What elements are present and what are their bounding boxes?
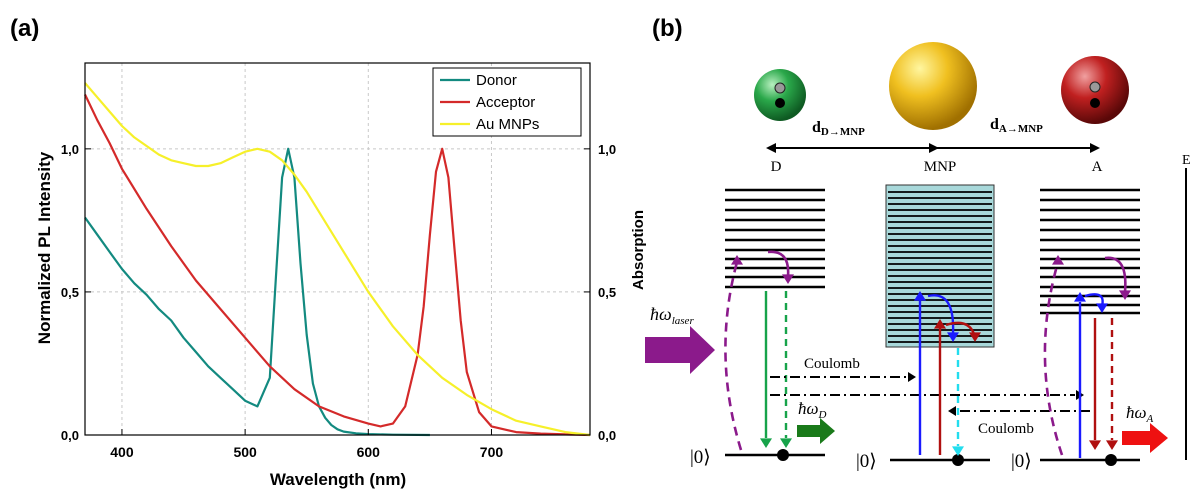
panel-label-b: (b)	[652, 15, 683, 42]
donor-sphere	[754, 69, 806, 121]
acceptor-blue-up-arrowhead	[1074, 292, 1086, 302]
y2-axis-label: Absorption	[630, 210, 647, 290]
laser-label: ħωlaser	[650, 304, 694, 327]
series-line-donor	[84, 147, 430, 437]
x-tick-label-500: 500	[233, 444, 257, 460]
x-tick-label-600: 600	[357, 444, 381, 460]
donor-emission-label: ħωD	[798, 399, 827, 421]
acceptor-sphere-dot-grey	[1089, 81, 1101, 93]
ground-ket-acceptor: |0⟩	[1011, 451, 1032, 472]
chart-ticks: 400 500 600 700 0,0 0,0 0,5 0,5 1,0 1,0	[61, 142, 616, 460]
coulomb-label-top: Coulomb	[804, 356, 860, 372]
donor-emission-arrow	[797, 418, 835, 444]
mnp-blue-relax-arrowhead	[947, 332, 959, 342]
acceptor-emission-label: ħωA	[1126, 403, 1154, 425]
mnp-blue-up-arrowhead	[914, 291, 926, 301]
legend-label-au: Au MNPs	[476, 116, 539, 133]
coulomb-arrowhead-d-mnp	[908, 372, 916, 382]
legend: Donor Acceptor Au MNPs	[432, 67, 582, 137]
donor-sphere-dot-black	[775, 98, 785, 108]
mnp-red-relax-arrowhead	[969, 332, 981, 342]
donor-sphere-dot-grey	[774, 82, 786, 94]
series-line-acceptor	[84, 94, 591, 437]
acceptor-excitation-arrowhead	[1052, 255, 1064, 265]
donor-emission-arrowhead	[760, 438, 772, 448]
acceptor-excitation-arc	[1043, 261, 1064, 456]
legend-label-acceptor: Acceptor	[476, 94, 535, 111]
label-mnp: MNP	[924, 159, 957, 175]
transitions	[724, 250, 1131, 458]
energy-axis-label: E	[1182, 153, 1190, 168]
mnp-red-relax-curve	[945, 321, 976, 335]
y-axis-label: Normalized PL Intensity	[35, 151, 54, 344]
mnp-electron	[952, 454, 964, 466]
acceptor-red-dashed-arrowhead	[1106, 440, 1118, 450]
distance-label-a-mnp: dA→MNP	[990, 116, 1043, 135]
distance-label-d-mnp: dD→MNP	[812, 119, 865, 138]
acceptor-sphere-dot-black	[1090, 98, 1100, 108]
laser-excitation: ħωlaser	[645, 304, 715, 374]
y2-tick-label-1: 0,5	[598, 285, 616, 300]
ground-ket-mnp: |0⟩	[856, 451, 877, 472]
donor-dashed-arrowhead	[780, 438, 792, 448]
legend-label-donor: Donor	[476, 72, 517, 89]
label-d: D	[771, 159, 782, 175]
energy-axis: E	[1182, 153, 1190, 460]
energy-levels	[725, 188, 1140, 466]
chart-a: 400 500 600 700 0,0 0,0 0,5 0,5 1,0 1,0 Wavelengt…	[35, 62, 647, 489]
chart-series	[84, 82, 591, 437]
donor-relaxation-arrowhead	[782, 274, 794, 284]
distance-markers: dD→MNP dA→MNP D MNP A	[766, 116, 1103, 175]
laser-arrow	[645, 326, 715, 374]
coulomb-arrowhead-a-mnp	[948, 406, 956, 416]
mnp-cyan-down-arrowhead	[952, 446, 964, 456]
mnp-sphere	[889, 42, 977, 130]
plot-frame	[84, 62, 591, 436]
acceptor-emission-arrow	[1122, 423, 1168, 453]
y-tick-label-0: 0,0	[61, 428, 79, 443]
acceptor-blue-relax-arrowhead	[1096, 303, 1108, 313]
y-tick-label-1: 0,5	[61, 285, 79, 300]
acceptor-relaxation-curve	[1104, 256, 1127, 293]
donor-excitation-arrowhead	[731, 255, 743, 265]
mnp-red-up-arrowhead	[934, 319, 946, 329]
mnp-blue-relax-curve	[927, 294, 955, 335]
y-tick-label-2: 1,0	[61, 142, 79, 157]
donor-excitation-arc	[724, 261, 743, 451]
donor-electron	[777, 449, 789, 461]
x-axis-label: Wavelength (nm)	[270, 470, 406, 489]
acceptor-electron	[1105, 454, 1117, 466]
panel-label-a: (a)	[10, 15, 39, 42]
donor-relaxation-curve	[767, 250, 790, 277]
x-tick-label-700: 700	[480, 444, 504, 460]
label-a: A	[1092, 159, 1103, 175]
y2-tick-label-0: 0,0	[598, 428, 616, 443]
x-tick-label-400: 400	[110, 444, 134, 460]
spheres	[754, 42, 1129, 130]
y2-tick-label-2: 1,0	[598, 142, 616, 157]
acceptor-relaxation-arrowhead	[1119, 290, 1131, 300]
coulomb-label-bottom: Coulomb	[978, 421, 1034, 437]
ground-ket-donor: |0⟩	[690, 447, 711, 468]
series-line-au-mnps	[84, 82, 591, 437]
donor-emission: ħωD	[797, 399, 835, 444]
acceptor-red-down-arrowhead	[1089, 440, 1101, 450]
acceptor-emission: ħωA	[1122, 403, 1168, 453]
